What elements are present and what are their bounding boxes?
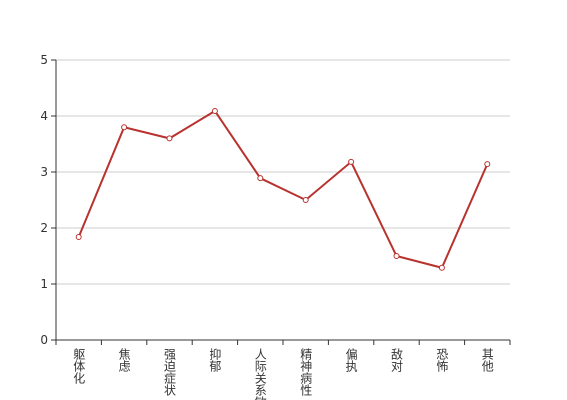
x-tick-label: 恐怖 (435, 348, 449, 372)
y-tick-label: 5 (40, 53, 48, 67)
point (121, 124, 128, 131)
point (438, 264, 445, 271)
point (393, 253, 400, 259)
point (211, 107, 218, 114)
x-tick-label: 精神病性 (299, 348, 313, 397)
y-tick-label: 0 (40, 333, 48, 347)
point (257, 175, 264, 182)
x-tick-label: 抑郁 (208, 347, 222, 373)
point (75, 233, 82, 240)
x-tick-label: 人际关系敏感 (253, 348, 267, 400)
point (302, 197, 309, 203)
x-tick-label: 强迫症状 (163, 348, 177, 396)
y-tick-label: 4 (40, 109, 48, 123)
y-tick-label: 3 (40, 165, 48, 179)
point (348, 158, 355, 165)
x-tick-label: 躯体化 (72, 347, 86, 385)
y-tick-label: 2 (40, 221, 48, 235)
line (77, 109, 489, 269)
point (166, 135, 173, 142)
x-tick-label: 其他 (480, 348, 494, 372)
y-tick-label: 1 (40, 277, 48, 291)
point (484, 161, 491, 168)
x-tick-label: 敌对 (390, 347, 404, 372)
x-tick-label: 焦虑 (117, 348, 131, 372)
x-tick-label: 偏执 (344, 347, 358, 373)
